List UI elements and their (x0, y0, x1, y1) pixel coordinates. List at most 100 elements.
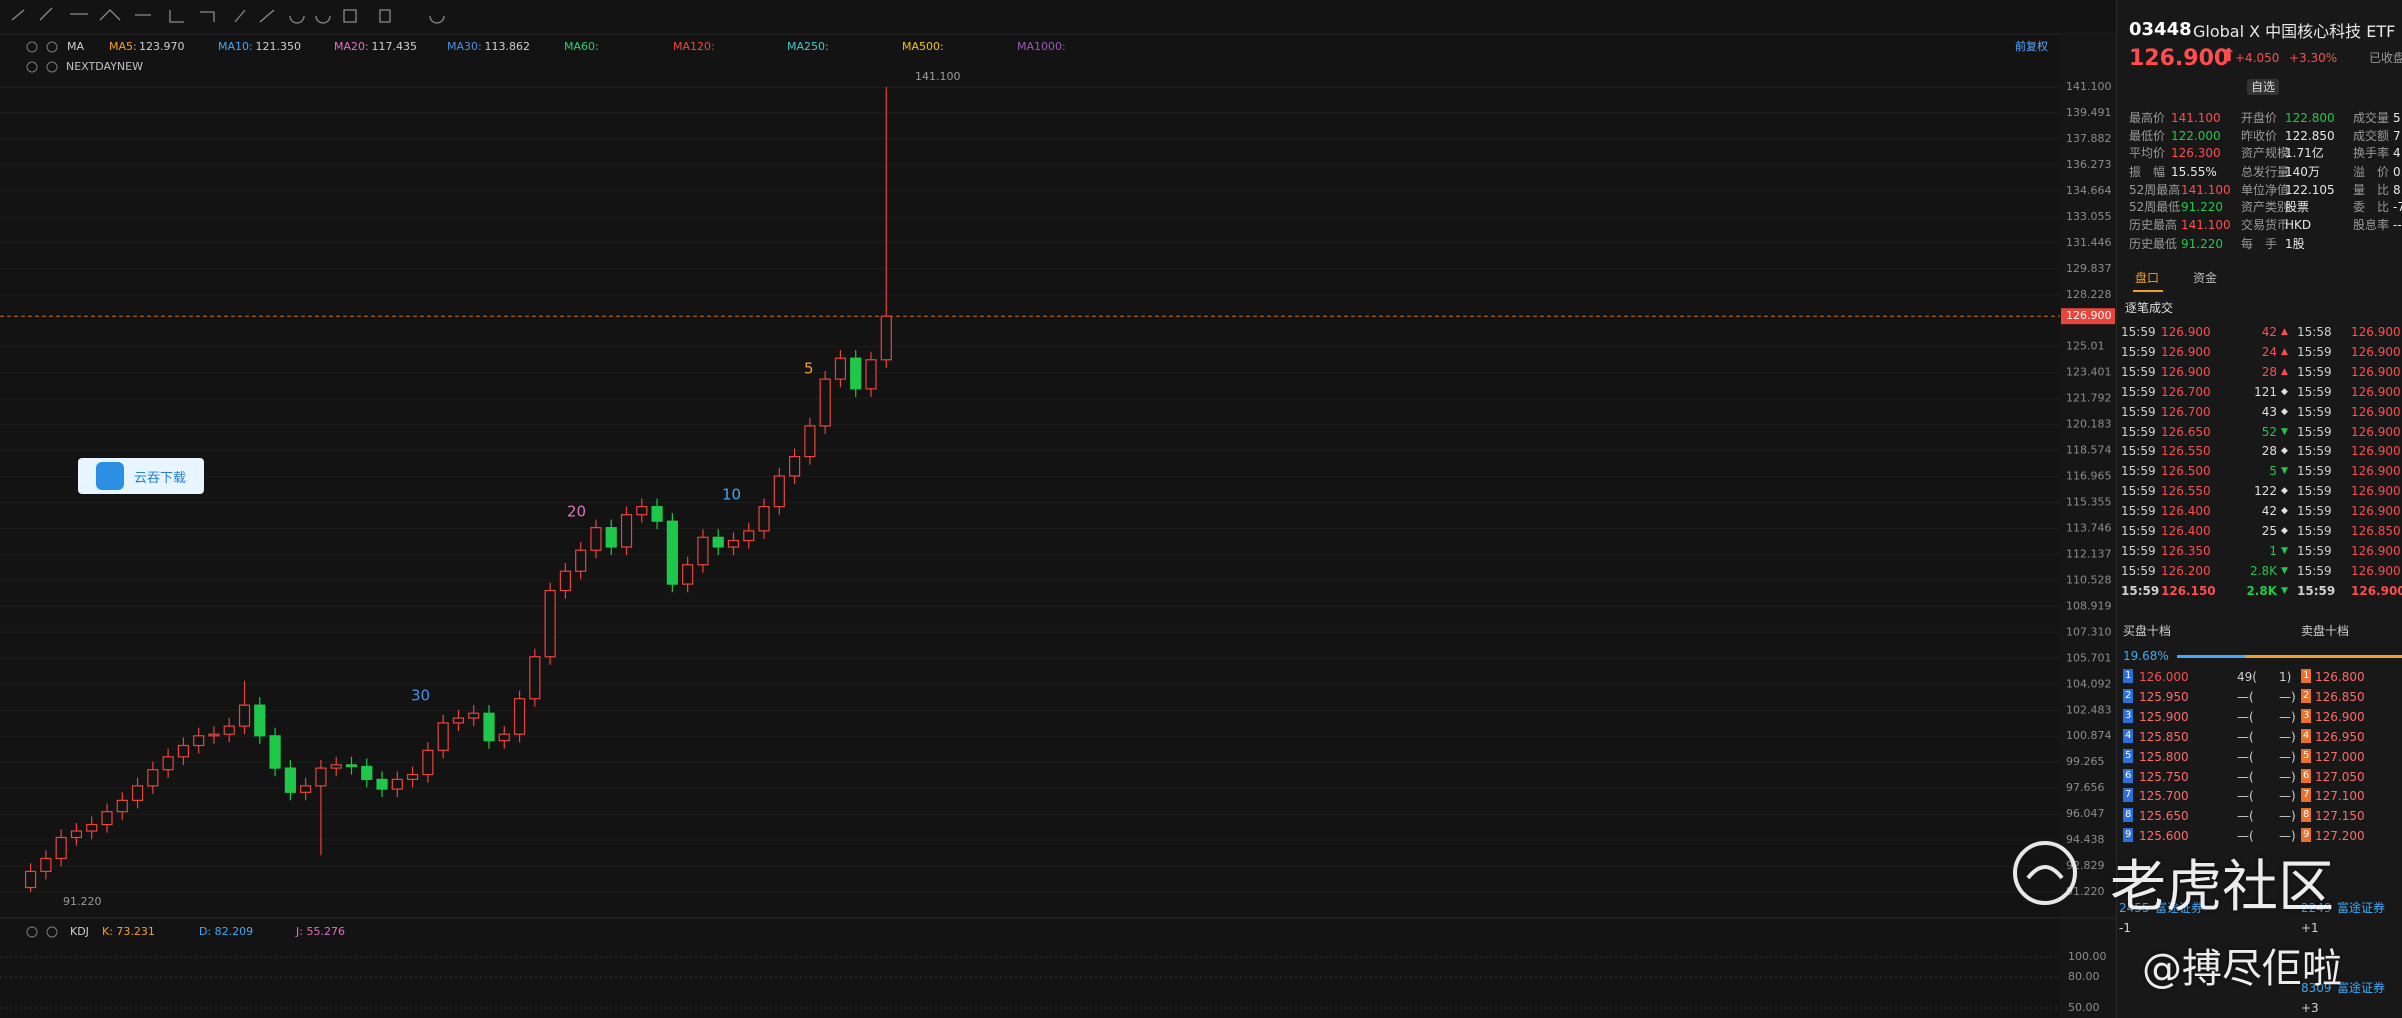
tab-underline (2133, 290, 2163, 292)
ask-level: 3 (2301, 708, 2312, 723)
y-tick-label: 134.664 (2066, 184, 2112, 197)
y-tick-label: 96.047 (2066, 807, 2105, 820)
trade-time: 15:59 (2121, 424, 2156, 439)
candle-body (345, 764, 358, 768)
stat-value: 1.71亿 (2285, 146, 2324, 160)
trade-direction: ▼ (2281, 426, 2288, 437)
legend-label: MA500: (902, 40, 944, 53)
trade-time: 15:59 (2297, 424, 2332, 439)
trade-direction: ◆ (2281, 506, 2288, 517)
trade-volume: 52 (2261, 424, 2277, 439)
stat-value: 141.100 (2181, 218, 2231, 232)
candle-body (101, 811, 113, 826)
stat-label: 历史最高 (2129, 218, 2178, 232)
broker-id: 2249 (2301, 901, 2332, 915)
stat-value: 8. (2393, 183, 2402, 197)
y-tick-label: 112.137 (2066, 547, 2112, 560)
candle-body (636, 506, 648, 516)
trade-volume: 28 (2261, 444, 2277, 459)
trade-price: 126.200 (2161, 563, 2211, 578)
trade-volume: 1 (2269, 543, 2277, 558)
price-change: +4.050 (2235, 51, 2280, 65)
legend-value: 113.862 (485, 40, 531, 53)
y-tick-label: 110.528 (2066, 573, 2112, 586)
candle-body (238, 704, 251, 727)
trade-volume: 2.8K (2250, 563, 2277, 578)
trade-price: 126.400 (2161, 504, 2211, 519)
stat-label: 振 幅 (2129, 165, 2166, 179)
candle-body (544, 589, 556, 658)
bid-level: 7 (2123, 788, 2134, 803)
toolbar-icons (11, 7, 445, 24)
bid-count: —) (2279, 749, 2296, 764)
candle-body (147, 769, 159, 787)
candle-body (498, 733, 510, 742)
candle-body (697, 536, 709, 566)
bid-count: —) (2279, 789, 2296, 804)
stat-label: 溢 价 (2353, 165, 2390, 179)
y-tick-label: 136.273 (2066, 158, 2112, 171)
bid-volume: —( (2237, 709, 2254, 724)
ask-level: 8 (2301, 808, 2312, 823)
legend-title: MA (67, 40, 84, 53)
trade-time: 15:59 (2297, 563, 2332, 578)
candle-body (315, 767, 327, 787)
candle-body (666, 520, 678, 585)
ask-level: 1 (2301, 669, 2312, 683)
stat-value: 122.850 (2285, 129, 2335, 143)
bid-count: —) (2279, 709, 2296, 724)
ask-price: 127.200 (2315, 829, 2365, 844)
bid-level: 4 (2123, 728, 2134, 743)
stat-value: 91.220 (2181, 237, 2223, 251)
trade-price: 126.900 (2351, 344, 2401, 359)
trade-direction: ▼ (2281, 565, 2288, 576)
trade-price: 126.900 (2161, 325, 2211, 339)
trade-direction: ◆ (2281, 386, 2288, 397)
bid-price: 125.900 (2139, 709, 2189, 724)
stat-label: 平均价 (2129, 146, 2166, 160)
candle-body (437, 722, 449, 751)
bid-volume: —( (2237, 729, 2254, 744)
candle-body (727, 539, 740, 548)
logo-ring (2013, 841, 2077, 905)
y-tick-label: 141.100 (2066, 80, 2112, 93)
stat-value: 126.300 (2171, 146, 2221, 160)
stat-value: 15.55% (2171, 165, 2217, 179)
kdj-scale-label: 50.00 (2068, 1001, 2100, 1014)
candle-body (223, 725, 235, 735)
kdj-reading: K: 73.231 (102, 925, 155, 938)
kdj-reading: D: 82.209 (199, 925, 253, 938)
broker-queue: -1 (2119, 921, 2131, 935)
trade-volume: 24 (2261, 344, 2277, 359)
legend-label: MA60: (564, 40, 599, 53)
y-tick-label: 123.401 (2066, 366, 2112, 379)
chart: MA NEXTDAYNEW 前复权 KDJ MA5: 123.970 MA10: 12… (0, 7, 2116, 1014)
candle-body (605, 527, 617, 548)
stat-label: 52周最低 (2129, 200, 2181, 214)
download-button[interactable]: 云吞下载 (78, 458, 204, 494)
stat-value: 5 (2393, 111, 2401, 125)
stat-label: 资产规模 (2241, 146, 2290, 160)
ask-price: 127.050 (2315, 769, 2365, 784)
trade-time: 15:59 (2121, 563, 2156, 578)
trade-price: 126.900 (2351, 484, 2401, 499)
stat-value: HKD (2285, 218, 2312, 232)
ask-price: 126.950 (2315, 729, 2365, 744)
trade-direction: ▲ (2281, 327, 2288, 337)
trade-time: 15:58 (2297, 325, 2332, 339)
ask-price: 126.850 (2315, 689, 2365, 704)
logo-mark (2026, 865, 2064, 880)
y-tick-label: 121.792 (2066, 392, 2112, 405)
candle-body (513, 698, 526, 735)
stat-label: 最低价 (2129, 129, 2166, 143)
stat-value: -- (2393, 218, 2402, 232)
adjust-button[interactable]: 前复权 (2015, 39, 2048, 53)
candle-body (177, 744, 189, 758)
ask-price: 127.100 (2315, 789, 2365, 804)
candle-body (131, 785, 144, 801)
stat-label: 股息率 (2353, 218, 2390, 232)
candle-body (804, 425, 816, 458)
ask-price: 127.000 (2315, 749, 2365, 764)
bid-volume: 49( (2237, 670, 2257, 684)
